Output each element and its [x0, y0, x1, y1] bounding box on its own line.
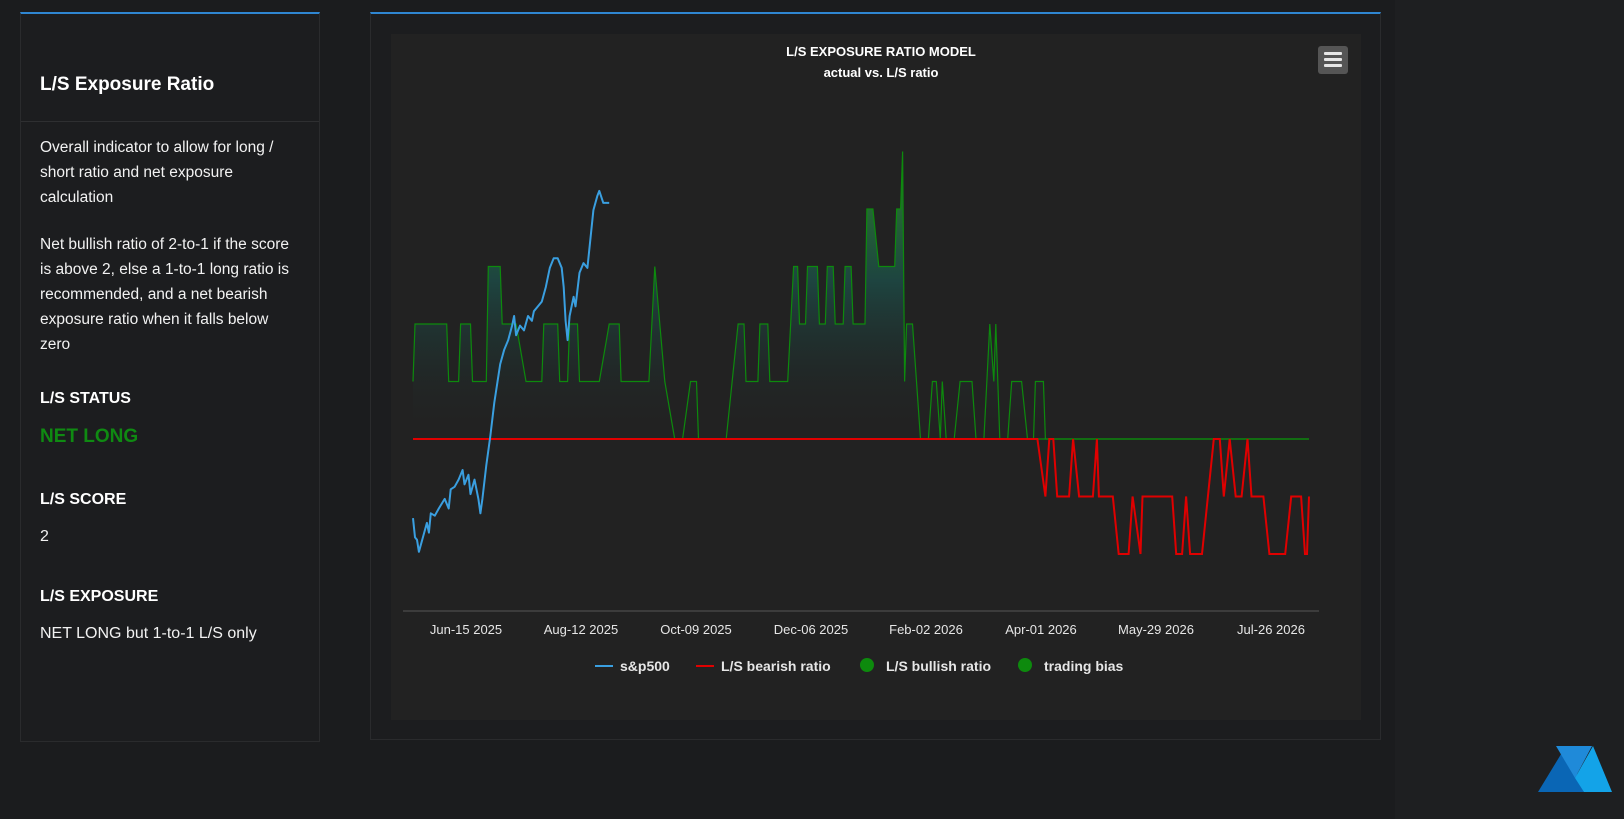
legend-item[interactable]: L/S bullish ratio	[860, 658, 991, 674]
legend-label: L/S bullish ratio	[886, 658, 991, 674]
exposure-label: L/S EXPOSURE	[40, 588, 159, 605]
x-axis-ticks: Jun-15 2025 Aug-12 2025 Oct-09 2025 Dec-06 …	[430, 622, 1305, 637]
title-divider	[21, 121, 319, 122]
legend-dot-icon	[1018, 658, 1032, 672]
description-1: Overall indicator to allow for long / sh…	[40, 139, 274, 206]
chart-area: L/S EXPOSURE RATIO MODEL actual vs. L/S …	[391, 34, 1361, 720]
x-tick-label: Feb-02 2026	[889, 622, 963, 637]
brand-logo-icon	[1538, 746, 1612, 792]
chart-title: L/S EXPOSURE RATIO MODEL	[786, 44, 976, 59]
status-label: L/S STATUS	[40, 390, 131, 407]
menu-bar-3	[1324, 64, 1342, 67]
x-tick-label: Apr-01 2026	[1005, 622, 1077, 637]
x-tick-label: May-29 2026	[1118, 622, 1194, 637]
sp500-line	[412, 189, 610, 553]
chart-subtitle: actual vs. L/S ratio	[824, 65, 939, 80]
info-panel: L/S Exposure Ratio Overall indicator to …	[20, 12, 320, 742]
exposure-value: NET LONG but 1-to-1 L/S only	[40, 625, 257, 642]
x-tick-label: Aug-12 2025	[544, 622, 618, 637]
menu-bar-2	[1324, 58, 1342, 61]
chart-panel: L/S EXPOSURE RATIO MODEL actual vs. L/S …	[370, 12, 1381, 740]
bullish-area-fill	[413, 151, 1309, 439]
legend-label: L/S bearish ratio	[721, 658, 831, 674]
score-value: 2	[40, 528, 49, 545]
x-tick-label: Oct-09 2025	[660, 622, 732, 637]
plot-area	[412, 151, 1310, 555]
description-2: Net bullish ratio of 2-to-1 if the score…	[40, 236, 289, 353]
ls-ratio-chart: L/S EXPOSURE RATIO MODEL actual vs. L/S …	[403, 44, 1319, 674]
chart-legend: s&p500 L/S bearish ratio L/S bullish ratio…	[595, 658, 1124, 674]
x-tick-label: Jul-26 2026	[1237, 622, 1305, 637]
legend-item[interactable]: s&p500	[595, 658, 670, 674]
bearish-ratio-line	[413, 438, 1310, 555]
legend-item[interactable]: L/S bearish ratio	[696, 658, 831, 674]
right-gutter	[1395, 0, 1624, 819]
legend-item[interactable]: trading bias	[1018, 658, 1124, 674]
menu-bar-1	[1324, 52, 1342, 55]
status-value: NET LONG	[40, 426, 139, 447]
chart-menu-button[interactable]	[1318, 46, 1348, 74]
legend-label: s&p500	[620, 658, 670, 674]
panel-title: L/S Exposure Ratio	[40, 74, 215, 95]
score-label: L/S SCORE	[40, 491, 127, 508]
x-tick-label: Dec-06 2025	[774, 622, 848, 637]
x-tick-label: Jun-15 2025	[430, 622, 502, 637]
legend-label: trading bias	[1044, 658, 1124, 674]
legend-dot-icon	[860, 658, 874, 672]
